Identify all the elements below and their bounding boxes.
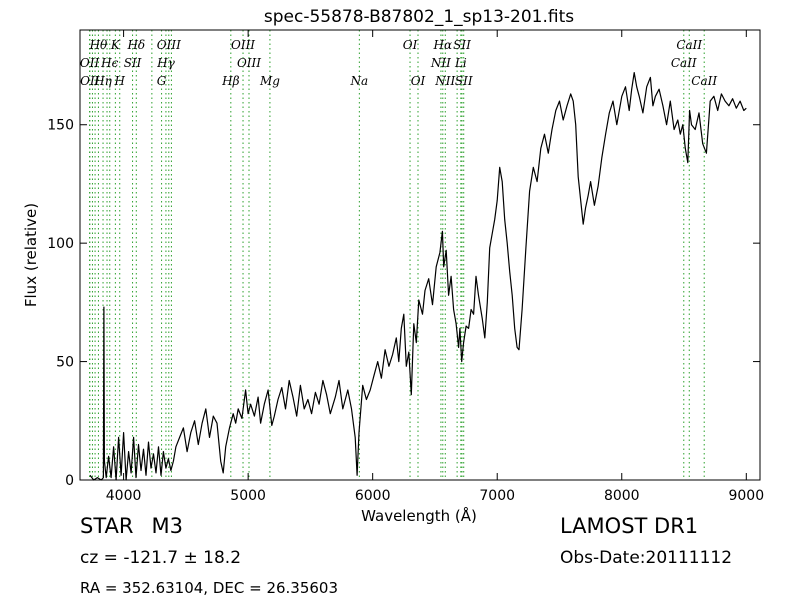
x-axis-label: Wavelength (Å) (361, 506, 477, 525)
x-tick-label: 6000 (355, 488, 391, 504)
plot-frame (79, 29, 761, 481)
spectral-line-label: Hϵ (100, 56, 118, 70)
subclass-label: M3 (151, 514, 183, 538)
spectral-line-label: Hα (433, 38, 453, 52)
spectral-line-label: Hη (93, 74, 112, 88)
y-tick-label: 0 (65, 473, 74, 489)
spectral-line-label: SII (453, 38, 471, 52)
survey-name: LAMOST DR1 (560, 514, 699, 538)
spectral-line-label: CaII (691, 74, 717, 88)
coordinates-text: RA = 352.63104, DEC = 26.35603 (80, 579, 339, 597)
y-tick-label: 50 (56, 355, 74, 371)
redshift-text: cz = -121.7 ± 18.2 (80, 548, 242, 568)
spectral-line-label: CaII (671, 56, 697, 70)
class-label: STAR (80, 514, 134, 538)
spectral-line-label: SII (455, 74, 473, 88)
spectral-line-label: Hθ (89, 38, 108, 52)
spectral-line-label: K (110, 38, 121, 52)
spectral-line-label: OI (403, 38, 418, 52)
x-tick-label: 5000 (230, 488, 266, 504)
spectral-line-label: OIII (157, 38, 181, 52)
spectral-line-label: Hγ (156, 56, 175, 70)
spectrum-line (89, 72, 747, 481)
spectral-line-label: Li (454, 56, 467, 70)
spectral-line-label: OII (80, 56, 100, 70)
y-axis-label: Flux (relative) (22, 203, 40, 307)
series-layer (89, 72, 747, 481)
y-tick-label: 100 (47, 236, 74, 252)
chart-title: spec-55878-B87802_1_sp13-201.fits (264, 7, 574, 27)
spectral-line-label: H (113, 74, 125, 88)
y-tick-label: 150 (47, 118, 74, 134)
x-tick-label: 9000 (728, 488, 764, 504)
spectral-line-label: Mg (259, 74, 280, 88)
spectral-line-label: OIII (237, 56, 261, 70)
spectral-line-label: Hβ (221, 74, 239, 88)
x-tick-label: 8000 (604, 488, 640, 504)
spectral-line-label: OIII (231, 38, 255, 52)
x-tick-label: 7000 (479, 488, 515, 504)
spectral-line-label: SII (124, 56, 142, 70)
spectral-line-label: Na (350, 74, 369, 88)
spectral-lines-layer (89, 30, 705, 480)
x-tick-label: 4000 (106, 488, 142, 504)
spectral-line-label: OII (80, 74, 100, 88)
spectral-line-label: NII (430, 56, 451, 70)
spectral-line-label: OI (411, 74, 426, 88)
observation-date: Obs-Date:20111112 (560, 548, 733, 568)
spectral-line-label: Hδ (126, 38, 145, 52)
spectral-line-label: CaII (676, 38, 702, 52)
axes-layer: 4000 5000 6000 7000 8000 9000 0 50 100 150 (47, 29, 764, 504)
object-class: STAR M3 (80, 514, 183, 538)
spectral-line-label: G (157, 74, 167, 88)
spectral-line-label: NII (434, 74, 455, 88)
